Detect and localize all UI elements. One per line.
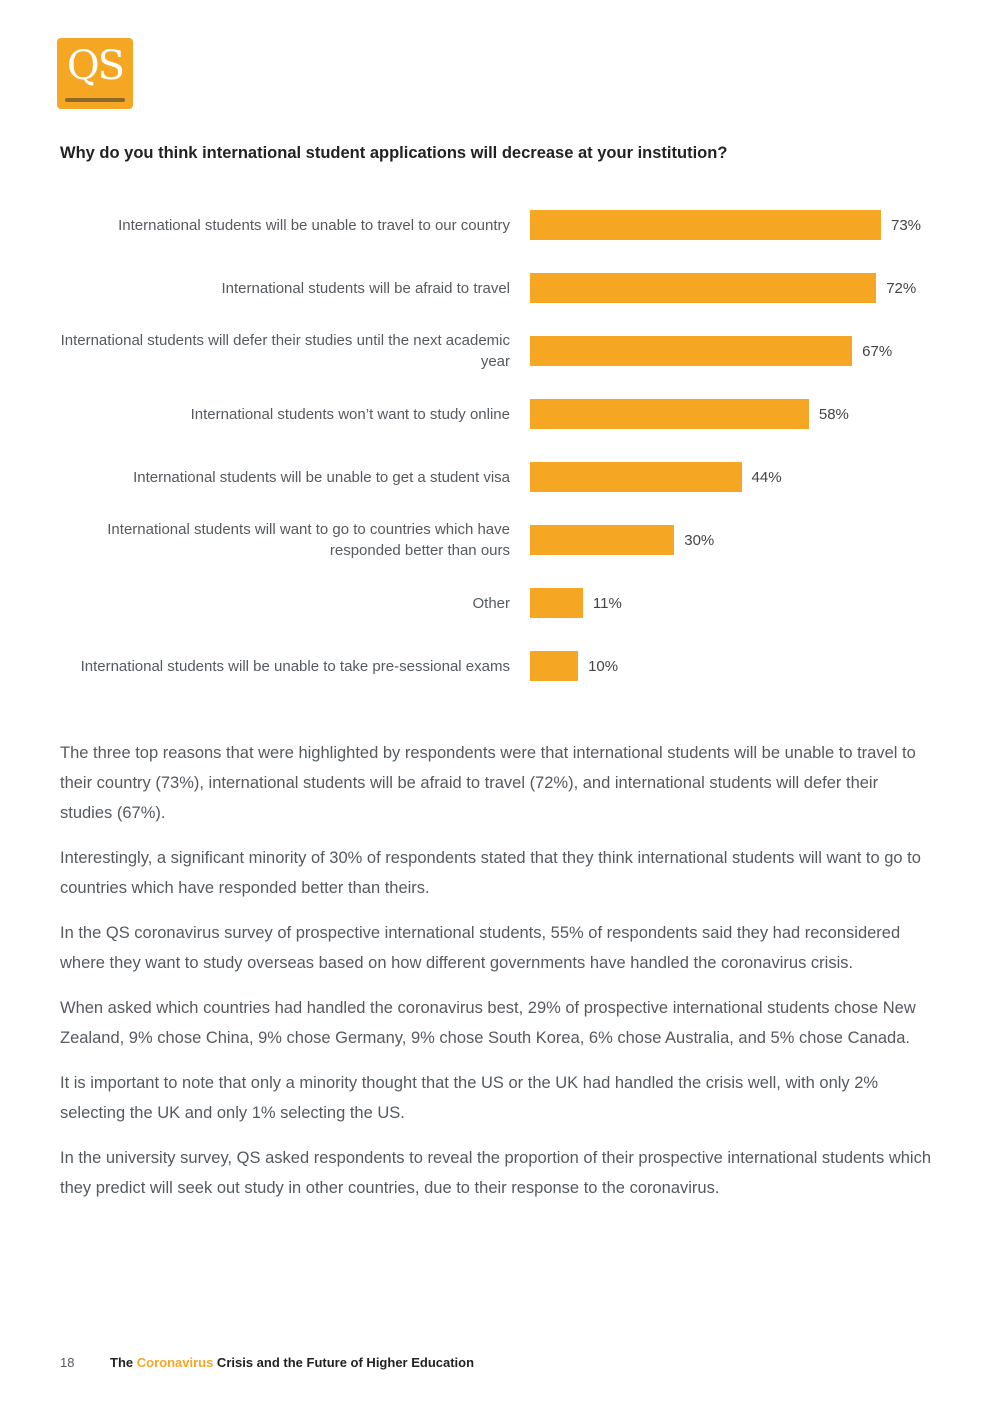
page-footer: 18 The Coronavirus Crisis and the Future… <box>60 1354 940 1374</box>
paragraph: In the university survey, QS asked respo… <box>60 1149 932 1197</box>
paragraph: When asked which countries had handled t… <box>60 999 916 1047</box>
bar-category-label: International students will be unable to… <box>118 216 510 234</box>
qs-logo-underline <box>65 98 125 102</box>
bar <box>530 651 579 681</box>
chart-question-title: Why do you think international student a… <box>60 144 728 162</box>
bar-category-label: International students will defer their … <box>60 332 510 370</box>
page-number: 18 <box>60 1355 75 1370</box>
bar <box>530 525 675 555</box>
bar-category-label: International students won’t want to stu… <box>190 405 510 423</box>
bar-category-label: International students will want to go t… <box>107 521 510 559</box>
bar <box>530 588 583 618</box>
bar-value-label: 73% <box>891 217 922 234</box>
bar-category-label: Other <box>472 594 510 612</box>
paragraph: Interestingly, a significant minority of… <box>60 849 921 897</box>
bar-value-label: 44% <box>751 469 782 486</box>
bar-category-label: International students will be unable to… <box>133 468 510 486</box>
bar-value-label: 11% <box>592 595 622 612</box>
bar-value-label: 58% <box>818 406 849 423</box>
body-text: The three top reasons that were highligh… <box>60 738 934 1218</box>
paragraph: In the QS coronavirus survey of prospect… <box>60 924 901 972</box>
paragraph: The three top reasons that were highligh… <box>60 744 916 822</box>
bar-category-label: International students will be afraid to… <box>221 279 511 297</box>
footer-title-suffix: Crisis and the Future of Higher Educatio… <box>213 1355 475 1370</box>
footer-title-prefix: The <box>110 1355 137 1370</box>
footer-title: The Coronavirus Crisis and the Future of… <box>110 1354 474 1372</box>
bar-value-label: 10% <box>588 658 619 675</box>
bar <box>530 210 881 240</box>
footer-title-accent: Coronavirus <box>136 1355 214 1370</box>
bar <box>530 336 853 366</box>
bar-value-label: 30% <box>684 532 715 549</box>
bar <box>530 399 809 429</box>
bar <box>530 462 742 492</box>
bar-value-label: 72% <box>886 280 917 297</box>
bar-value-label: 67% <box>862 343 893 360</box>
bar <box>530 273 877 303</box>
paragraph: It is important to note that only a mino… <box>60 1074 879 1122</box>
bar-category-label: International students will be unable to… <box>80 657 510 675</box>
qs-logo: QS <box>57 38 133 109</box>
qs-logo-text: QS <box>66 43 125 89</box>
